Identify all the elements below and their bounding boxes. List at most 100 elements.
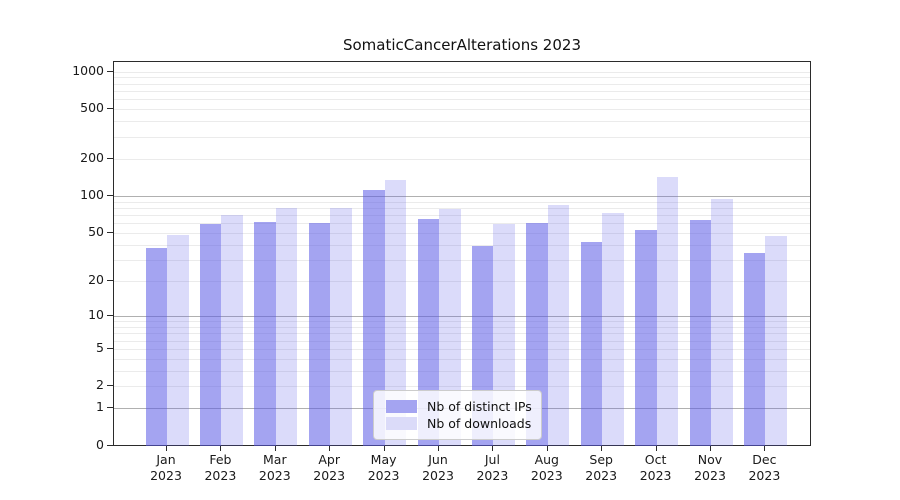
x-tick-label-may: May 2023 bbox=[367, 452, 400, 483]
bar-downloads-jun bbox=[439, 209, 461, 447]
bar-downloads-sep bbox=[602, 212, 624, 447]
x-tick-label-jun: Jun 2023 bbox=[422, 452, 454, 483]
bar-distinct-ips-jan bbox=[145, 247, 167, 447]
legend-swatch-distinct-ips bbox=[386, 400, 417, 413]
bar-downloads-aug bbox=[547, 204, 570, 447]
x-tick-mark-jan bbox=[166, 446, 167, 451]
gridline-80 bbox=[114, 207, 810, 209]
y-tick-label-5: 5 bbox=[96, 339, 104, 355]
y-tick-label-0: 0 bbox=[96, 437, 104, 452]
y-tick-mark-5 bbox=[107, 347, 113, 349]
legend-label-distinct-ips: Nb of distinct IPs bbox=[427, 399, 532, 414]
y-tick-label-1: 1 bbox=[96, 399, 104, 415]
bar-downloads-mar bbox=[275, 207, 298, 447]
gridline-5 bbox=[114, 348, 810, 350]
x-tick-label-dec: Dec 2023 bbox=[748, 452, 781, 483]
gridline-60 bbox=[114, 223, 810, 225]
y-tick-label-500: 500 bbox=[80, 100, 104, 116]
legend-item-downloads: Nb of downloads bbox=[386, 416, 533, 431]
bar-distinct-ips-apr bbox=[308, 223, 331, 447]
y-tick-label-20: 20 bbox=[88, 272, 104, 288]
gridline-3 bbox=[114, 370, 810, 372]
bar-downloads-feb bbox=[221, 215, 243, 447]
bar-downloads-jan bbox=[167, 235, 189, 447]
gridline-90 bbox=[114, 201, 810, 203]
gridline-30 bbox=[114, 259, 810, 261]
x-tick-mark-sep bbox=[601, 446, 603, 451]
bar-distinct-ips-mar bbox=[254, 222, 276, 447]
x-tick-mark-may bbox=[383, 446, 385, 451]
x-tick-mark-mar bbox=[274, 446, 276, 451]
legend-label-downloads: Nb of downloads bbox=[427, 416, 532, 431]
y-tick-label-2: 2 bbox=[96, 377, 104, 393]
y-tick-mark-0 bbox=[107, 445, 113, 446]
bar-distinct-ips-oct bbox=[635, 229, 657, 447]
y-tick-mark-10 bbox=[107, 315, 113, 317]
x-tick-mark-dec bbox=[764, 446, 766, 451]
bar-distinct-ips-may bbox=[363, 190, 385, 447]
gridline-20 bbox=[114, 281, 810, 283]
gridline-700 bbox=[114, 90, 810, 92]
gridline-4 bbox=[114, 358, 810, 360]
gridline-800 bbox=[114, 83, 810, 85]
y-tick-mark-1000 bbox=[107, 70, 113, 72]
y-tick-label-1000: 1000 bbox=[72, 62, 104, 78]
chart-title: SomaticCancerAlterations 2023 bbox=[342, 36, 581, 54]
bar-downloads-nov bbox=[711, 198, 733, 447]
bar-distinct-ips-jun bbox=[417, 219, 439, 447]
gridline-300 bbox=[114, 136, 810, 138]
bar-distinct-ips-feb bbox=[199, 224, 222, 447]
gridline-8 bbox=[114, 326, 810, 328]
x-tick-label-jul: Jul 2023 bbox=[476, 452, 509, 483]
bar-distinct-ips-nov bbox=[689, 219, 711, 447]
y-tick-mark-2 bbox=[107, 385, 113, 387]
gridline-10 bbox=[114, 316, 810, 318]
gridline-400 bbox=[114, 121, 810, 123]
y-tick-mark-1 bbox=[107, 407, 113, 409]
y-tick-label-10: 10 bbox=[88, 307, 104, 323]
x-tick-label-apr: Apr 2023 bbox=[313, 452, 346, 483]
gridline-200 bbox=[114, 158, 810, 160]
bar-downloads-may bbox=[384, 180, 407, 447]
x-tick-label-feb: Feb 2023 bbox=[204, 452, 237, 483]
gridline-500 bbox=[114, 109, 810, 111]
gridline-600 bbox=[114, 99, 810, 101]
y-tick-label-200: 200 bbox=[80, 149, 104, 165]
x-tick-label-oct: Oct 2023 bbox=[639, 452, 672, 483]
gridline-1000 bbox=[114, 71, 810, 73]
plot-area bbox=[113, 61, 811, 447]
legend: Nb of distinct IPs Nb of downloads bbox=[373, 390, 542, 440]
gridline-9 bbox=[114, 321, 810, 323]
x-tick-label-sep: Sep 2023 bbox=[585, 452, 618, 483]
y-tick-mark-20 bbox=[107, 280, 113, 282]
y-tick-label-50: 50 bbox=[88, 223, 104, 239]
gridline-900 bbox=[114, 77, 810, 79]
bar-distinct-ips-sep bbox=[580, 242, 603, 447]
x-tick-mark-feb bbox=[220, 446, 222, 451]
gridline-40 bbox=[114, 244, 810, 246]
bar-distinct-ips-dec bbox=[743, 253, 766, 447]
gridline-7 bbox=[114, 333, 810, 335]
bar-downloads-apr bbox=[330, 207, 352, 447]
x-tick-label-mar: Mar 2023 bbox=[258, 452, 291, 483]
gridline-50 bbox=[114, 232, 810, 234]
y-tick-mark-100 bbox=[107, 194, 113, 196]
legend-swatch-downloads bbox=[386, 417, 417, 430]
legend-item-distinct-ips: Nb of distinct IPs bbox=[386, 399, 533, 414]
x-tick-mark-oct bbox=[655, 446, 657, 451]
x-tick-mark-jun bbox=[438, 446, 439, 451]
x-tick-label-jan: Jan 2023 bbox=[150, 452, 182, 483]
gridline-6 bbox=[114, 340, 810, 342]
bar-downloads-oct bbox=[656, 176, 679, 447]
y-tick-mark-50 bbox=[107, 231, 113, 233]
bar-downloads-dec bbox=[765, 236, 787, 447]
gridline-70 bbox=[114, 215, 810, 217]
x-tick-label-nov: Nov 2023 bbox=[694, 452, 726, 483]
x-tick-mark-jul bbox=[492, 446, 494, 451]
y-tick-label-100: 100 bbox=[80, 186, 104, 202]
y-tick-mark-200 bbox=[107, 157, 113, 159]
x-tick-label-aug: Aug 2023 bbox=[530, 452, 563, 483]
gridline-2 bbox=[114, 386, 810, 388]
gridline-100 bbox=[114, 195, 810, 197]
